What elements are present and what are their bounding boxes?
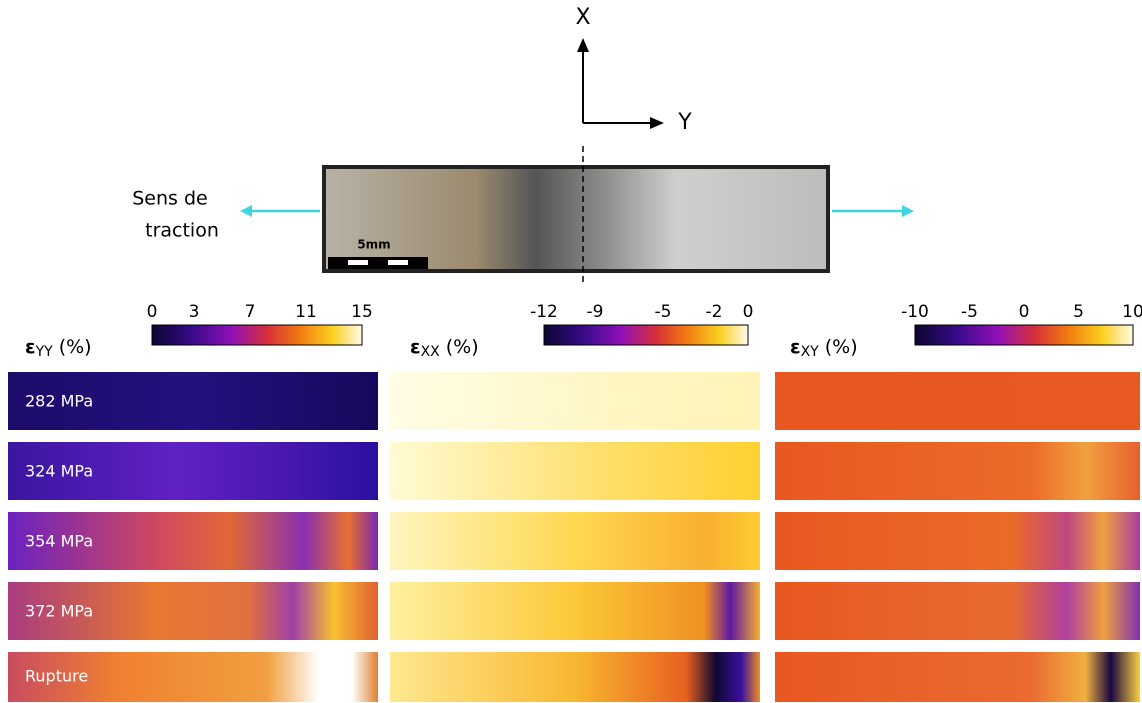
load-arrow-right-head [902,205,914,217]
load-arrow-left-head [240,205,252,217]
load-step-label: Rupture [25,667,88,686]
strain-map [8,442,378,500]
colorbar-tick-label: -2 [706,302,723,322]
load-step-label: 282 MPa [25,392,93,411]
colorbar-tick-label: 15 [351,302,373,322]
strain-symbol: ε [790,336,801,358]
map-label: εXX (%) [410,336,479,361]
scale-bar [328,257,428,269]
colorbar-tick-label: 0 [147,302,158,322]
strain-map [390,442,760,500]
specimen-image [326,169,826,269]
scale-label: 5mm [357,238,390,252]
strain-map [8,512,378,570]
strain-map [775,652,1140,702]
colorbar [151,324,363,346]
x-label: X [575,5,590,30]
strain-map [390,512,760,570]
colorbar-tick-label: 7 [245,302,256,322]
strain-map [8,372,378,430]
colorbar-tick-label: -5 [961,302,978,322]
colorbar-tick-label: 5 [1073,302,1084,322]
y-arrow-head [650,117,664,129]
load-step-label: 354 MPa [25,532,93,551]
strain-subscript: XY [801,344,820,360]
strain-map [775,512,1140,570]
load-step-label: 324 MPa [25,462,93,481]
load-step-label: 372 MPa [25,602,93,621]
strain-unit: (%) [59,336,92,358]
strain-map [390,582,760,640]
strain-map [8,582,378,640]
strain-map [775,372,1140,430]
strain-unit: (%) [825,336,858,358]
map-label: εYY (%) [25,336,92,361]
strain-map [775,442,1140,500]
colorbar-tick-label: -9 [587,302,604,322]
colorbar-tick-label: 3 [189,302,200,322]
colorbar-tick-label: 11 [295,302,317,322]
map-label: εXY (%) [790,336,858,361]
colorbar-tick-label: 10 [1122,302,1142,322]
strain-subscript: XX [421,344,441,360]
strain-map [8,652,378,702]
x-arrow-head [577,38,589,52]
load-direction: traction [145,220,219,242]
strain-subscript: YY [35,344,54,360]
load-direction: Sens de [132,188,207,210]
colorbar-tick-label: 0 [1019,302,1030,322]
colorbar [543,324,749,346]
strain-symbol: ε [25,336,36,358]
colorbar-tick-label: -10 [901,302,929,322]
strain-map [390,372,760,430]
colorbar-tick-label: -12 [530,302,558,322]
strain-unit: (%) [446,336,479,358]
colorbar-tick-label: 0 [743,302,754,322]
strain-map [390,652,760,702]
strain-map [775,582,1140,640]
colorbar [914,324,1134,346]
colorbar-tick-label: -5 [655,302,672,322]
strain-symbol: ε [410,336,421,358]
y-label: Y [677,110,692,135]
